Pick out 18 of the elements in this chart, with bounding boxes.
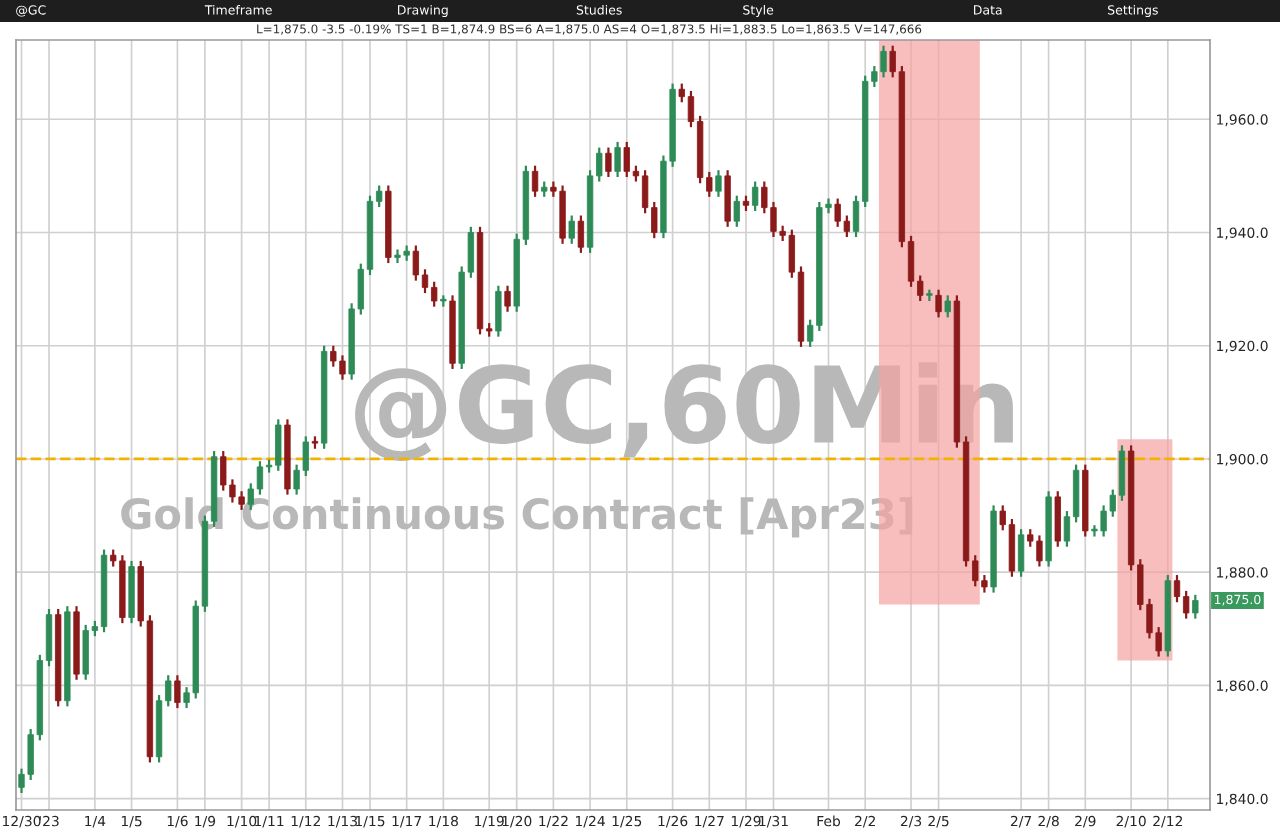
candlestick — [733, 194, 740, 228]
candlestick — [605, 146, 612, 179]
candlestick — [568, 214, 575, 245]
candlestick — [715, 169, 722, 198]
candlestick — [504, 284, 511, 313]
candlestick — [495, 284, 502, 338]
candlestick — [412, 244, 420, 282]
candlestick — [724, 169, 731, 228]
candlestick — [1017, 528, 1025, 578]
candlestick — [751, 180, 759, 213]
candlestick — [1192, 593, 1199, 620]
candlestick — [174, 674, 181, 710]
candlestick — [531, 164, 539, 198]
candlestick — [614, 140, 621, 179]
candlestick — [944, 294, 951, 319]
candlestick — [577, 214, 585, 254]
candlestick — [935, 288, 942, 319]
candlestick — [1054, 490, 1061, 548]
